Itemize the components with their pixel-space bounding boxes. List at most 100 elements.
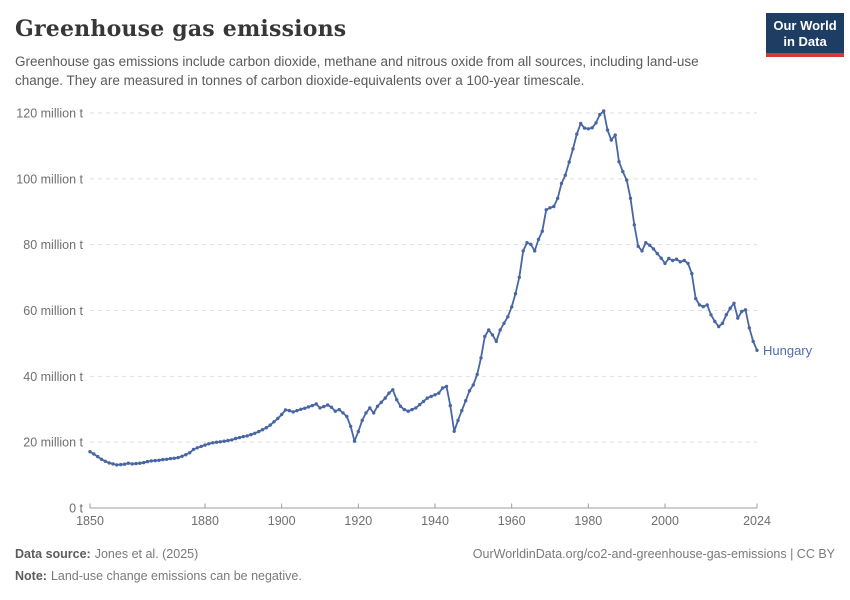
data-point[interactable] [138,461,142,465]
data-point[interactable] [122,462,127,466]
data-point[interactable] [429,394,433,399]
data-point[interactable] [96,454,100,459]
data-point[interactable] [621,169,625,174]
data-point[interactable] [609,138,613,142]
data-point[interactable] [517,275,521,279]
data-point[interactable] [590,126,594,130]
data-point[interactable] [529,242,533,246]
data-point[interactable] [594,121,598,125]
data-point[interactable] [237,435,242,440]
data-point[interactable] [368,406,372,410]
owid-logo[interactable]: Our World in Data [766,13,844,57]
data-point[interactable] [234,436,238,441]
data-point[interactable] [406,409,410,413]
data-point[interactable] [145,459,150,464]
data-point[interactable] [655,251,659,256]
data-point[interactable] [184,453,188,457]
data-point[interactable] [720,321,725,325]
data-point[interactable] [130,462,134,466]
data-point[interactable] [510,305,514,309]
data-point[interactable] [280,412,284,417]
data-point[interactable] [337,407,341,412]
data-point[interactable] [525,241,529,245]
data-point[interactable] [579,121,583,126]
data-point[interactable] [287,408,291,413]
data-point[interactable] [395,398,399,402]
data-point[interactable] [556,196,560,200]
data-point[interactable] [126,461,130,465]
data-point[interactable] [249,432,253,437]
data-point[interactable] [548,206,552,210]
data-point[interactable] [490,333,495,337]
data-point[interactable] [479,356,483,360]
data-point[interactable] [701,304,705,309]
line-chart-canvas[interactable]: 0 t 20 million t 40 million t 60 million t 8… [0,95,850,545]
data-point[interactable] [111,462,115,466]
data-point[interactable] [199,444,203,449]
data-point[interactable] [636,244,640,248]
data-point[interactable] [736,316,740,320]
data-point[interactable] [575,132,579,136]
data-point[interactable] [222,439,226,443]
entity-label-hungary[interactable]: Hungary [763,343,813,358]
data-point[interactable] [732,301,736,305]
data-point[interactable] [421,399,426,404]
data-point[interactable] [559,181,564,186]
data-point[interactable] [437,391,441,395]
data-point[interactable] [264,426,268,430]
data-point[interactable] [398,404,403,408]
data-point[interactable] [379,400,383,404]
data-point[interactable] [318,406,322,410]
data-point[interactable] [740,309,744,314]
data-point[interactable] [648,243,652,247]
data-point[interactable] [207,442,211,446]
data-point[interactable] [165,457,169,461]
data-point[interactable] [441,386,445,390]
data-point[interactable] [475,372,479,377]
data-point[interactable] [667,256,671,261]
data-point[interactable] [226,438,230,443]
data-point[interactable] [686,261,690,266]
data-point[interactable] [364,411,368,415]
data-point[interactable] [272,420,276,424]
data-point[interactable] [552,204,556,209]
data-point[interactable] [283,408,288,412]
data-point[interactable] [602,109,606,113]
data-point[interactable] [671,258,675,263]
data-point[interactable] [149,459,153,463]
data-point[interactable] [460,408,464,413]
data-point[interactable] [690,271,694,276]
emissions-line-hungary[interactable] [89,110,758,466]
data-point[interactable] [295,408,299,413]
data-point[interactable] [456,418,460,423]
data-point[interactable] [299,407,303,411]
data-point[interactable] [467,389,472,393]
data-point[interactable] [356,429,360,434]
data-point[interactable] [372,411,376,415]
data-point[interactable] [644,241,648,245]
data-point[interactable] [613,133,617,137]
data-point[interactable] [360,418,364,423]
data-point[interactable] [191,447,196,452]
data-point[interactable] [747,326,751,330]
data-point[interactable] [433,393,437,397]
data-point[interactable] [180,454,184,458]
data-point[interactable] [717,324,721,329]
data-point[interactable] [521,249,525,253]
data-point[interactable] [418,402,422,407]
data-point[interactable] [333,409,337,413]
data-point[interactable] [444,384,449,389]
data-point[interactable] [632,223,636,227]
data-point[interactable] [425,396,429,400]
data-point[interactable] [326,403,330,407]
data-point[interactable] [694,296,698,301]
data-point[interactable] [586,127,590,131]
data-point[interactable] [134,461,138,466]
data-point[interactable] [257,429,261,434]
data-point[interactable] [674,257,679,261]
data-point[interactable] [651,247,656,251]
data-point[interactable] [211,441,215,445]
data-point[interactable] [464,399,468,403]
data-point[interactable] [218,440,222,444]
data-point[interactable] [306,405,311,409]
